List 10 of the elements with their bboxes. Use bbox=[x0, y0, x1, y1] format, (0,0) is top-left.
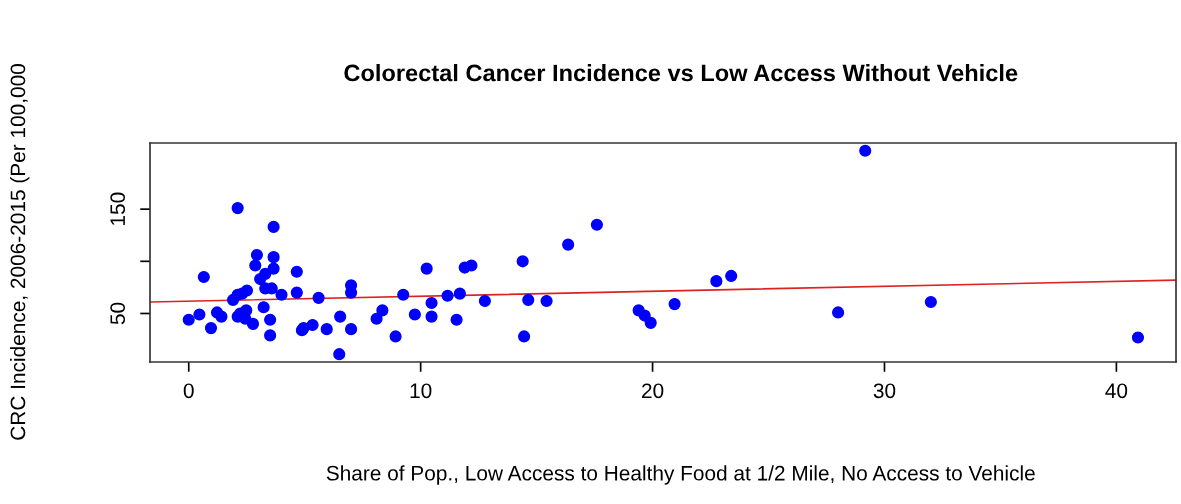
y-axis-title: CRC Incidence, 2006-2015 (Per 100,000 bbox=[10, 64, 30, 440]
x-tick-label: 20 bbox=[642, 383, 664, 399]
x-axis-title: Share of Pop., Low Access to Healthy Food at 1/2 Mile, No Access to Vehicle bbox=[326, 465, 1035, 485]
x-tick-label: 40 bbox=[1105, 383, 1128, 399]
y-tick-label: 50 bbox=[110, 302, 126, 325]
x-tick-label: 30 bbox=[873, 383, 896, 399]
chart-title: Colorectal Cancer Incidence vs Low Access Without Vehicle bbox=[344, 64, 1018, 82]
y-tick-label: 150 bbox=[110, 192, 126, 225]
x-tick-label: 0 bbox=[183, 383, 194, 399]
x-tick-label: 10 bbox=[410, 383, 432, 399]
